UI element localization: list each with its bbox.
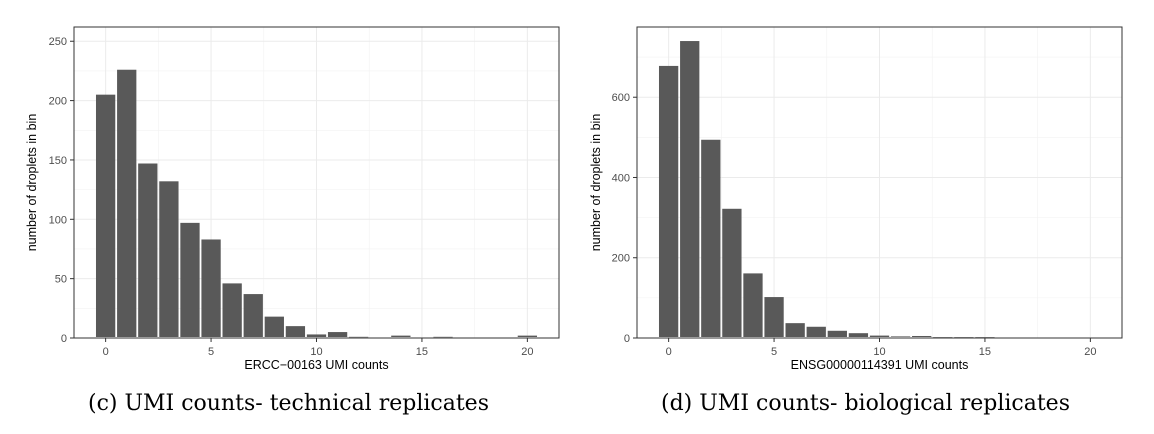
y-tick-label: 400 [612,172,630,184]
histogram-chart-technical: 0 50 100 150 200 250 0 5 10 15 20 ERCC−00163 UMI co… [25,26,560,372]
histogram-bar [722,208,742,337]
histogram-bar [201,239,221,337]
histogram-bar [975,337,995,338]
y-tick-label: 200 [612,253,630,265]
histogram-bar [912,335,932,337]
histogram-bar [764,297,784,337]
histogram-bar [658,65,679,337]
axes: 0 50 100 150 200 250 0 5 10 15 20 [49,36,534,358]
x-tick-label: 0 [103,346,109,358]
histogram-bar [848,333,869,337]
y-tick-label: 50 [55,274,67,286]
x-tick-label: 15 [416,346,428,358]
histogram-chart-biological: 0 200 400 600 0 5 10 15 20 ENSG00000114391 UMI co… [589,26,1123,372]
y-tick-label: 0 [61,333,67,345]
x-tick-label: 15 [979,346,991,358]
caption-technical: (c) UMI counts- technical replicates [88,391,489,416]
histogram-bar [264,316,284,337]
y-tick-label: 600 [612,92,630,104]
caption-biological: (d) UMI counts- biological replicates [661,391,1070,416]
x-tick-label: 5 [208,346,214,358]
histogram-panel-biological: 0 200 400 600 0 5 10 15 20 ENSG00000114391 UMI co… [577,0,1154,434]
y-tick-label: 150 [49,155,67,167]
histogram-bar [222,283,242,337]
x-tick-label: 5 [771,346,777,358]
histogram-bar [95,94,116,337]
y-tick-label: 200 [49,96,67,108]
histogram-bar [306,334,327,337]
y-tick-label: 250 [49,36,67,48]
bars [658,41,1101,339]
histogram-bar [701,139,721,337]
histogram-bar [327,332,348,337]
histogram-panel-technical: 0 50 100 150 200 250 0 5 10 15 20 ERCC−00163 UMI co… [25,26,560,416]
x-axis-title: ERCC−00163 UMI counts [244,358,388,372]
histogram-bar [890,336,911,337]
x-tick-label: 20 [1084,346,1096,358]
x-tick-label: 0 [666,346,672,358]
histogram-bar [785,323,805,337]
x-tick-label: 10 [873,346,885,358]
x-tick-label: 20 [521,346,533,358]
histogram-bar [433,336,453,338]
histogram-bar [933,337,953,338]
histogram-bar [954,337,974,338]
y-tick-label: 0 [624,333,630,345]
histogram-bar [869,335,890,337]
histogram-bar [827,330,847,337]
histogram-bar [285,326,306,337]
histogram-bar [243,294,263,337]
histogram-bar [159,181,179,337]
histogram-bar [806,326,826,337]
x-axis-title: ENSG00000114391 UMI counts [791,358,969,372]
y-axis-title: number of droplets in bin [589,114,603,252]
y-tick-label: 100 [49,214,67,226]
y-axis-title: number of droplets in bin [25,114,39,252]
histogram-bar [349,336,369,338]
bars [95,69,538,338]
histogram-bar [391,335,411,337]
x-tick-label: 10 [310,346,322,358]
histogram-bar [180,222,200,337]
histogram-bar [138,163,158,337]
histogram-bar [117,69,137,338]
histogram-bar [680,41,700,337]
histogram-bar [743,273,763,337]
histogram-bar [517,335,538,337]
axes: 0 200 400 600 0 5 10 15 20 [612,92,1097,358]
